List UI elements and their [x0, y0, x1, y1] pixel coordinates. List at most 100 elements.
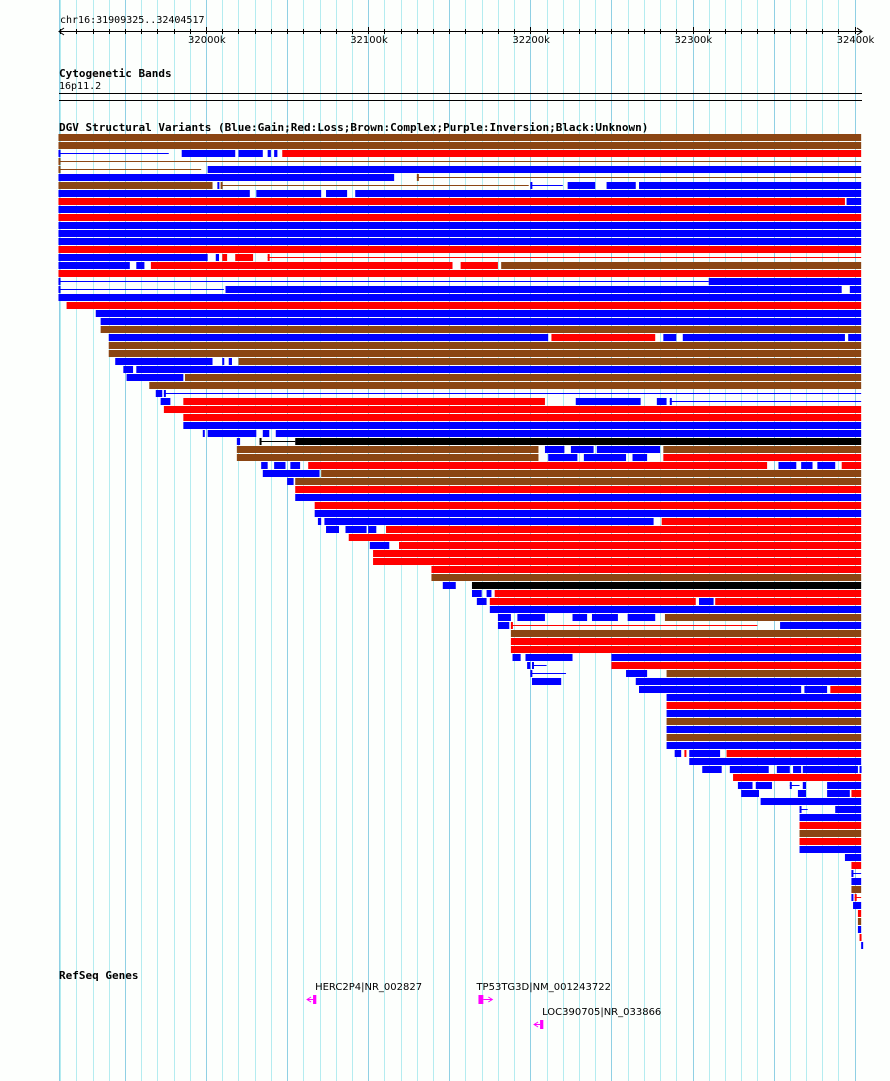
dgv-variant-block[interactable] — [222, 358, 225, 365]
dgv-variant-row[interactable] — [58, 150, 862, 157]
dgv-variant-block[interactable] — [583, 454, 627, 461]
dgv-variant-block[interactable] — [551, 334, 656, 341]
dgv-variant-block[interactable] — [58, 246, 862, 253]
dgv-variant-block[interactable] — [857, 910, 862, 917]
gene-label[interactable]: HERC2P4|NR_002827 — [315, 982, 423, 993]
dgv-variant-block[interactable] — [666, 742, 862, 749]
dgv-variant-block[interactable] — [517, 614, 545, 621]
dgv-variant-block[interactable] — [259, 438, 262, 445]
dgv-variant-block[interactable] — [799, 822, 862, 829]
dgv-variant-row[interactable] — [857, 918, 862, 925]
dgv-variant-block[interactable] — [345, 526, 367, 533]
dgv-variant-row[interactable] — [262, 470, 862, 477]
dgv-variant-block[interactable] — [66, 302, 862, 309]
dgv-variant-block[interactable] — [58, 254, 208, 261]
dgv-variant-row[interactable] — [108, 334, 862, 341]
dgv-variant-row[interactable] — [58, 254, 862, 261]
dgv-variant-block[interactable] — [160, 398, 171, 405]
dgv-variant-block[interactable] — [373, 550, 862, 557]
dgv-variant-block[interactable] — [666, 726, 862, 733]
dgv-variant-block[interactable] — [373, 558, 862, 565]
dgv-variant-block[interactable] — [666, 670, 862, 677]
dgv-variant-block[interactable] — [163, 406, 862, 413]
dgv-variant-row[interactable] — [530, 670, 862, 677]
dgv-variant-block[interactable] — [596, 446, 661, 453]
dgv-variant-row[interactable] — [799, 846, 862, 853]
dgv-variant-block[interactable] — [666, 718, 862, 725]
dgv-variant-row[interactable] — [527, 662, 862, 669]
dgv-variant-row[interactable] — [844, 854, 862, 861]
dgv-variant-block[interactable] — [308, 462, 768, 469]
dgv-variant-block[interactable] — [58, 142, 862, 149]
dgv-variant-block[interactable] — [497, 622, 510, 629]
dgv-variant-block[interactable] — [314, 510, 862, 517]
dgv-variant-block[interactable] — [290, 462, 301, 469]
dgv-variant-block[interactable] — [859, 766, 862, 773]
dgv-variant-block[interactable] — [183, 422, 862, 429]
cytoband-track-title[interactable]: Cytogenetic Bands — [59, 67, 172, 80]
dgv-variant-block[interactable] — [431, 566, 862, 573]
dgv-variant-block[interactable] — [473, 582, 862, 589]
dgv-variant-block[interactable] — [656, 398, 667, 405]
dgv-variant-row[interactable] — [851, 894, 862, 901]
dgv-variant-row[interactable] — [760, 798, 862, 805]
dgv-variant-row[interactable] — [851, 878, 862, 885]
dgv-variant-block[interactable] — [115, 358, 213, 365]
dgv-variant-block[interactable] — [275, 430, 862, 437]
dgv-variant-block[interactable] — [741, 790, 760, 797]
dgv-variant-block[interactable] — [857, 918, 862, 925]
dgv-variant-row[interactable] — [58, 174, 862, 181]
dgv-variant-block[interactable] — [181, 150, 236, 157]
dgv-variant-block[interactable] — [827, 782, 862, 789]
dgv-variant-block[interactable] — [183, 398, 545, 405]
dgv-variant-block[interactable] — [236, 454, 539, 461]
dgv-variant-block[interactable] — [222, 254, 228, 261]
dgv-variant-row[interactable] — [58, 262, 862, 269]
dgv-variant-block[interactable] — [348, 534, 862, 541]
gene-label[interactable]: LOC390705|NR_033866 — [542, 1007, 662, 1018]
dgv-variant-row[interactable] — [58, 286, 862, 293]
dgv-variant-row[interactable] — [58, 158, 862, 165]
dgv-variant-row[interactable] — [58, 238, 862, 245]
dgv-variant-block[interactable] — [326, 190, 348, 197]
dgv-variant-row[interactable] — [58, 230, 862, 237]
dgv-variant-block[interactable] — [611, 654, 862, 661]
dgv-variant-row[interactable] — [95, 310, 862, 317]
dgv-variant-block[interactable] — [460, 262, 498, 269]
dgv-variant-block[interactable] — [386, 526, 862, 533]
dgv-variant-row[interactable] — [160, 398, 862, 405]
dgv-variant-block[interactable] — [295, 438, 862, 445]
dgv-variant-block[interactable] — [58, 174, 395, 181]
dgv-variant-block[interactable] — [510, 646, 862, 653]
gene-label[interactable]: TP53TG3D|NM_001243722 — [476, 982, 611, 993]
dgv-variant-block[interactable] — [699, 598, 714, 605]
dgv-variant-row[interactable] — [497, 622, 862, 629]
dgv-variant-row[interactable] — [163, 406, 862, 413]
dgv-variant-row[interactable] — [666, 710, 862, 717]
dgv-variant-block[interactable] — [95, 310, 862, 317]
dgv-variant-block[interactable] — [799, 830, 862, 837]
gene-exon-block[interactable] — [478, 995, 484, 1004]
dgv-variant-block[interactable] — [58, 182, 213, 189]
dgv-variant-block[interactable] — [715, 598, 862, 605]
dgv-variant-block[interactable] — [789, 782, 792, 789]
dgv-variant-row[interactable] — [66, 302, 862, 309]
dgv-variant-row[interactable] — [373, 550, 862, 557]
dgv-variant-block[interactable] — [525, 654, 573, 661]
dgv-variant-row[interactable] — [799, 806, 862, 813]
dgv-variant-block[interactable] — [155, 390, 163, 397]
dgv-variant-block[interactable] — [236, 446, 539, 453]
dgv-variant-block[interactable] — [416, 174, 419, 181]
refseq-gene[interactable] — [478, 995, 494, 1004]
dgv-variant-block[interactable] — [851, 894, 854, 901]
refseq-gene[interactable] — [306, 995, 317, 1004]
dgv-variant-block[interactable] — [238, 358, 862, 365]
dgv-variant-block[interactable] — [797, 790, 807, 797]
dgv-track-title[interactable]: DGV Structural Variants (Blue:Gain;Red:L… — [59, 121, 649, 134]
dgv-variant-block[interactable] — [295, 478, 862, 485]
dgv-variant-block[interactable] — [666, 694, 862, 701]
dgv-variant-block[interactable] — [267, 150, 271, 157]
dgv-variant-row[interactable] — [666, 702, 862, 709]
dgv-variant-block[interactable] — [108, 342, 862, 349]
dgv-variant-block[interactable] — [314, 502, 862, 509]
